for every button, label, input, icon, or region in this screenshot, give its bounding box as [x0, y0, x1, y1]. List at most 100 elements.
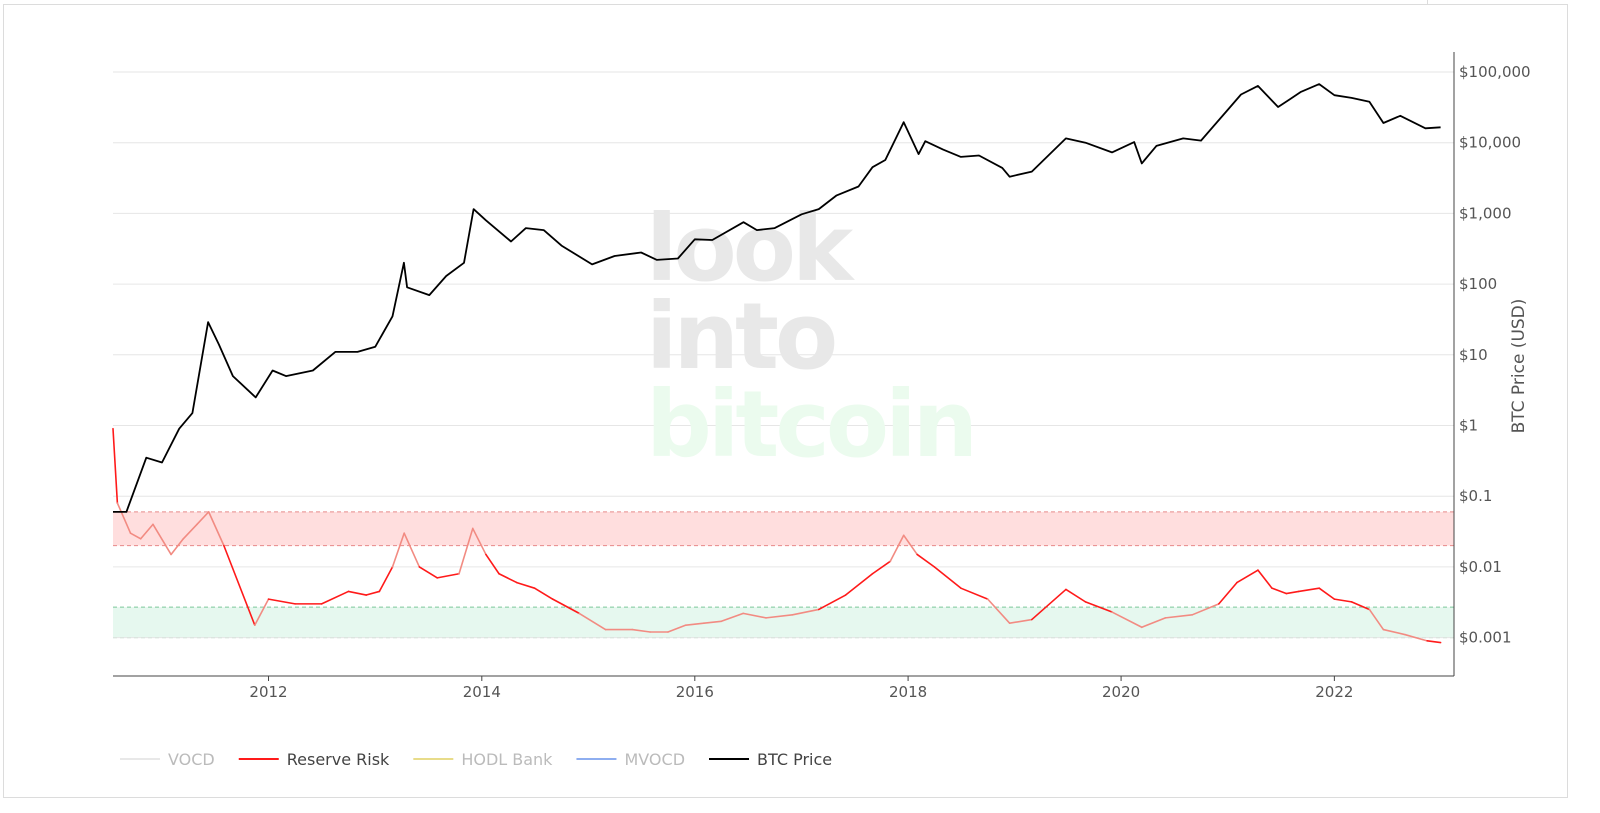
reserve-risk-segment [1191, 603, 1220, 616]
watermark-line1: look [646, 195, 855, 302]
reserve-risk-segment [1141, 617, 1167, 629]
reserve-risk-segment [267, 598, 296, 605]
reserve-risk-segment [403, 532, 421, 568]
reserve-risk-segment [1031, 588, 1067, 621]
y-tick-label: $10 [1459, 346, 1488, 364]
x-tick-label: 2018 [889, 683, 927, 701]
reserve-risk-segment [1164, 614, 1194, 619]
chart-frame [3, 4, 1568, 798]
reserve-risk-segment [1218, 581, 1238, 605]
reserve-risk-segment [436, 572, 460, 579]
reserve-risk-segment [207, 511, 225, 547]
legend-label: VOCD [168, 750, 215, 769]
reserve-risk-segment [1271, 587, 1288, 595]
reserve-risk-segment [471, 527, 487, 556]
reserve-risk-segment [458, 527, 474, 575]
legend-label: Reserve Risk [287, 750, 390, 769]
series-lines [112, 83, 1442, 644]
y-tick-label: $1,000 [1459, 204, 1512, 222]
reserve-risk-segment [765, 614, 794, 619]
legend-item-mvocd[interactable]: MVOCD [576, 750, 685, 769]
legend-item-reserve-risk[interactable]: Reserve Risk [238, 750, 390, 769]
reserve-risk-segment [1111, 611, 1143, 629]
reserve-risk-segment [986, 598, 1011, 624]
x-tick-label: 2016 [676, 683, 714, 701]
reserve-risk-segment [1236, 569, 1259, 584]
reserve-risk-segment [320, 590, 350, 605]
reserve-risk-segment [902, 534, 918, 556]
reserve-risk-segment [1008, 618, 1033, 624]
reserve-risk-segment [391, 532, 405, 568]
reserve-risk-segment [1382, 628, 1407, 636]
y-tick-label: $10,000 [1459, 134, 1521, 152]
x-tick-label: 2014 [463, 683, 501, 701]
reserve-risk-segment [1318, 587, 1336, 600]
reserve-risk-segment [844, 572, 874, 596]
reserve-risk-segment [254, 598, 270, 626]
btc-price-line [113, 83, 1441, 513]
reserve-risk-segment [112, 427, 119, 504]
reserve-risk-segment [116, 502, 132, 534]
reserve-risk-segment [818, 594, 847, 611]
reserve-risk-segment [667, 624, 687, 633]
reserve-risk-segment [871, 560, 892, 575]
reserve-risk-segment [1333, 598, 1353, 603]
x-tick-label: 2012 [249, 683, 287, 701]
reserve-risk-segment [684, 622, 705, 626]
gridlines [113, 71, 1454, 639]
reserve-risk-segment [703, 620, 723, 624]
reserve-risk-segment [1404, 633, 1428, 642]
y-tick-label: $100 [1459, 275, 1497, 293]
reserve-risk-segment [170, 537, 185, 556]
top-divider [1427, 0, 1428, 4]
reserve-risk-segment [791, 608, 820, 616]
high-risk-band [113, 511, 1454, 546]
legend-item-hodl-bank[interactable]: HODL Bank [413, 750, 553, 769]
reserve-risk-segment [1350, 601, 1371, 611]
reserve-risk-segment [139, 523, 154, 540]
reserve-risk-segment [182, 523, 198, 540]
reserve-risk-segment [152, 523, 172, 556]
x-tick-labels: 2012 2014 2016 2018 2020 2022 [249, 676, 1353, 701]
reserve-risk-segment [378, 566, 394, 593]
y-axis-title: BTC Price (USD) [1509, 299, 1529, 434]
reserve-risk-segment [960, 587, 989, 600]
reserve-risk-segment [533, 587, 554, 600]
reserve-risk-segment [889, 534, 905, 563]
y-tick-label: $0.001 [1459, 629, 1512, 647]
reserve-risk-segment [578, 612, 607, 631]
reserve-risk-segment [365, 590, 381, 596]
low-risk-band [113, 607, 1454, 638]
watermark-line2: into [646, 283, 835, 390]
y-tick-label: $1 [1459, 417, 1478, 435]
reserve-risk-segment [347, 590, 368, 596]
reserve-risk-segment [223, 544, 256, 626]
reserve-risk-segment [1285, 590, 1300, 595]
legend-item-vocd[interactable]: VOCD [120, 750, 215, 769]
watermark: look into bitcoin [646, 195, 978, 478]
reserve-risk-segment [933, 566, 962, 589]
reserve-risk-segment [418, 566, 438, 579]
x-tick-label: 2022 [1315, 683, 1353, 701]
y-tick-label: $0.1 [1459, 487, 1492, 505]
legend-label: MVOCD [624, 750, 685, 769]
reserve-risk-segment [1084, 601, 1113, 613]
axes [113, 52, 1455, 677]
reserve-risk-segment [196, 511, 210, 526]
reserve-risk-segment [551, 598, 581, 615]
reserve-risk-segment [516, 581, 536, 589]
reserve-risk-segment [742, 612, 767, 619]
x-tick-label: 2020 [1102, 683, 1140, 701]
legend: VOCD Reserve Risk HODL Bank MVOCD BTC Price [120, 750, 832, 769]
legend-item-btc-price[interactable]: BTC Price [709, 750, 832, 769]
reserve-risk-segment [485, 553, 500, 575]
risk-bands [113, 511, 1454, 639]
reserve-risk-segment [1297, 587, 1320, 593]
y-tick-labels: $100,000 $10,000 $1,000 $100 $10 $1 $0.1 $0.01 $… [1459, 63, 1531, 647]
reserve-risk-segment [720, 612, 745, 623]
legend-label: BTC Price [757, 750, 832, 769]
y-tick-label: $0.01 [1459, 558, 1502, 576]
legend-label: HODL Bank [461, 750, 553, 769]
reserve-risk-segment [631, 628, 651, 633]
